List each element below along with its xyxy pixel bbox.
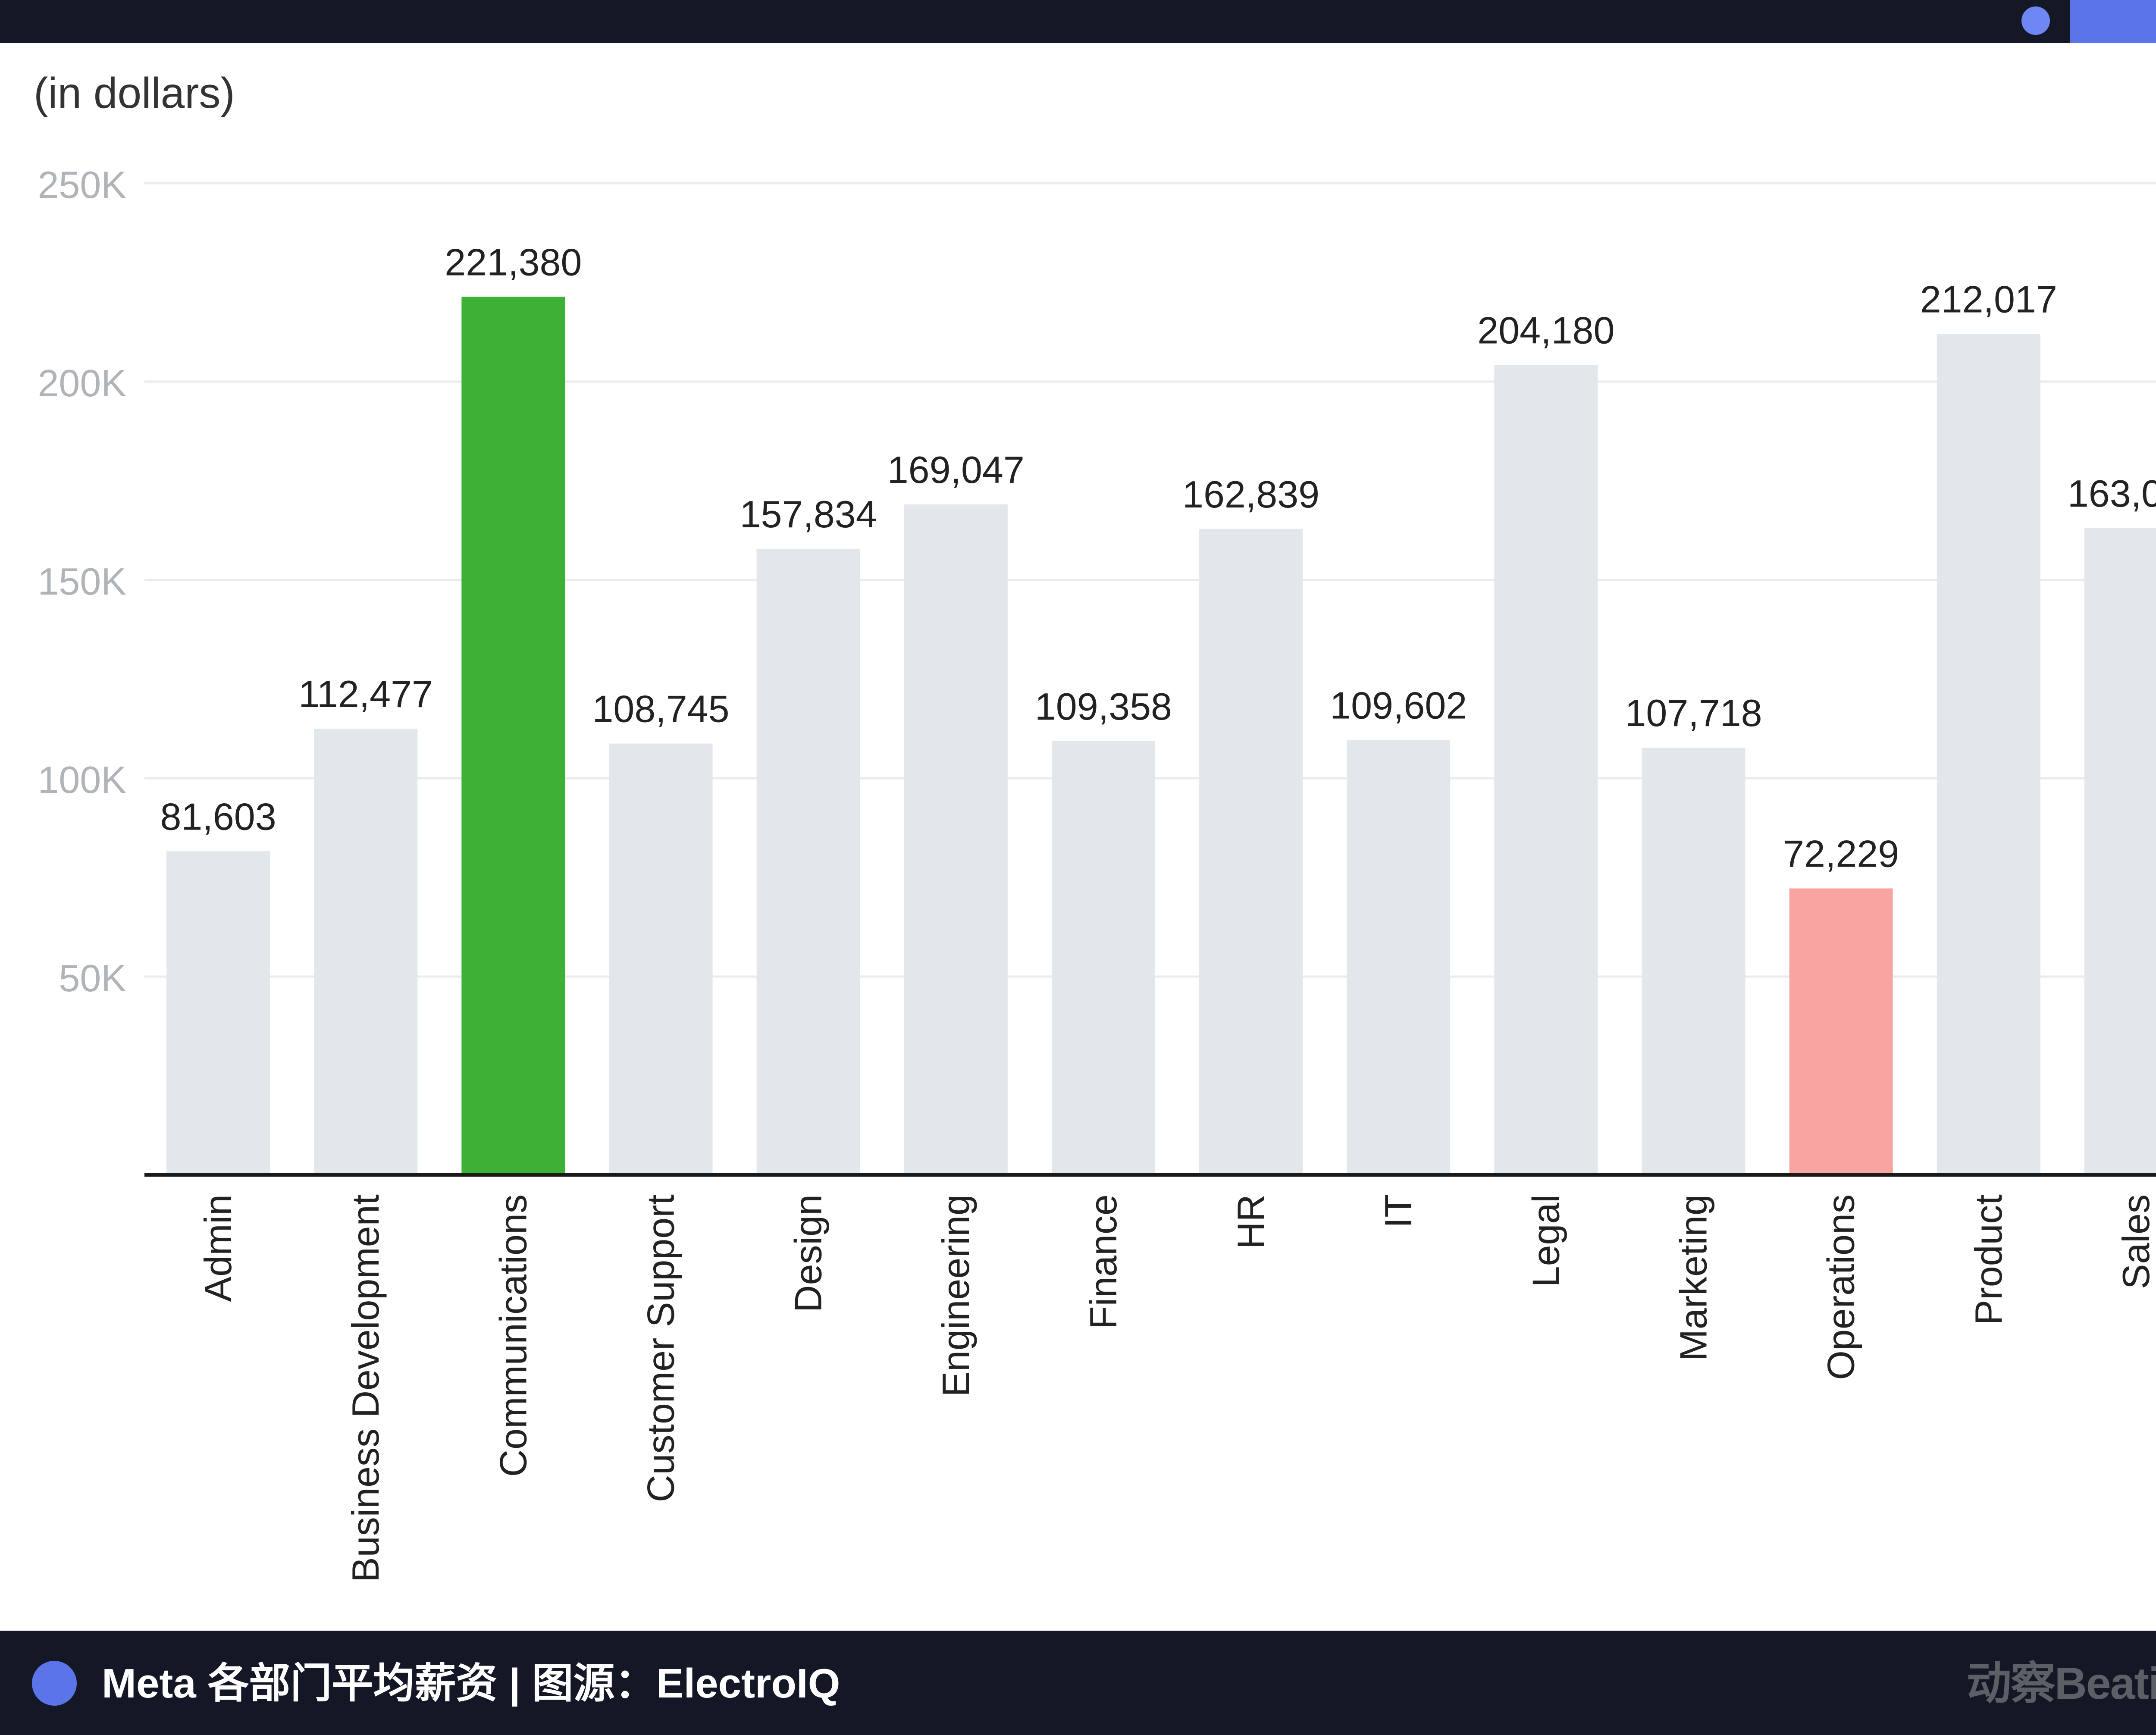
top-accent-tab <box>2070 0 2156 43</box>
category-label: Legal <box>1524 1194 1567 1287</box>
value-label: 109,602 <box>1330 684 1467 727</box>
category-label: Customer Support <box>639 1194 682 1502</box>
caption-dot-icon <box>32 1661 77 1706</box>
value-label: 107,718 <box>1625 692 1762 734</box>
value-label: 108,745 <box>592 688 729 730</box>
caption-bar: Meta 各部门平均薪资 | 图源：ElectroIQ 动察Beating <box>0 1631 2156 1735</box>
bar-business-development <box>314 729 418 1175</box>
bar-admin <box>166 851 270 1175</box>
brand-logo: 动察Beating <box>1966 1659 2156 1709</box>
category-label: Sales <box>2115 1194 2156 1289</box>
category-label: Communications <box>492 1194 534 1477</box>
bar-design <box>756 548 860 1175</box>
bar-sales <box>2084 528 2156 1175</box>
category-label: Product <box>1967 1194 2010 1325</box>
value-label: 112,477 <box>298 673 433 715</box>
bar-engineering <box>904 504 1008 1175</box>
category-label: Design <box>787 1194 830 1312</box>
top-bar <box>0 0 2156 43</box>
value-label: 157,834 <box>740 493 877 536</box>
bar-chart: (in dollars) 50K 100K 150K 200K 250K 81,603 1… <box>34 69 2156 1582</box>
category-label: Finance <box>1082 1194 1125 1329</box>
y-tick-labels: 50K 100K 150K 200K 250K <box>38 163 126 999</box>
bar-finance <box>1051 741 1155 1175</box>
bars <box>166 297 2156 1175</box>
y-tick-label: 100K <box>38 758 126 801</box>
category-labels: Admin Business Development Communications C… <box>197 1194 2156 1582</box>
bar-it <box>1347 740 1451 1175</box>
value-labels: 81,603 112,477 221,380 108,745 157,834169,04… <box>160 241 2156 875</box>
bar-marketing <box>1642 747 1745 1175</box>
y-axis-label: (in dollars) <box>34 69 235 117</box>
bar-operations <box>1789 888 1893 1175</box>
value-label: 169,047 <box>887 448 1025 491</box>
bar-legal <box>1494 365 1598 1175</box>
category-label: Business Development <box>344 1194 387 1582</box>
category-label: Operations <box>1820 1194 1862 1380</box>
value-label: 221,380 <box>445 241 582 283</box>
value-label: 81,603 <box>160 795 276 838</box>
category-label: Marketing <box>1672 1194 1715 1361</box>
value-label: 204,180 <box>1477 309 1614 352</box>
category-label: Engineering <box>934 1194 977 1397</box>
category-label: Admin <box>197 1194 239 1302</box>
value-label: 109,358 <box>1035 685 1172 728</box>
bar-hr <box>1199 529 1303 1175</box>
value-label: 72,229 <box>1783 832 1899 875</box>
category-label: HR <box>1229 1194 1272 1249</box>
category-label: IT <box>1377 1194 1420 1228</box>
bar-communications <box>461 297 565 1175</box>
bar-customer-support <box>609 743 713 1175</box>
top-indicator-dot <box>2021 6 2050 35</box>
caption-text: Meta 各部门平均薪资 | 图源：ElectroIQ <box>102 1660 840 1707</box>
value-label: 212,017 <box>1920 278 2057 320</box>
y-tick-label: 50K <box>59 957 126 999</box>
y-tick-label: 200K <box>38 362 126 404</box>
y-tick-label: 150K <box>38 560 126 603</box>
y-tick-label: 250K <box>38 163 126 206</box>
value-label: 162,839 <box>1182 473 1319 516</box>
bar-product <box>1937 334 2040 1175</box>
value-label: 163,044 <box>2068 472 2156 515</box>
